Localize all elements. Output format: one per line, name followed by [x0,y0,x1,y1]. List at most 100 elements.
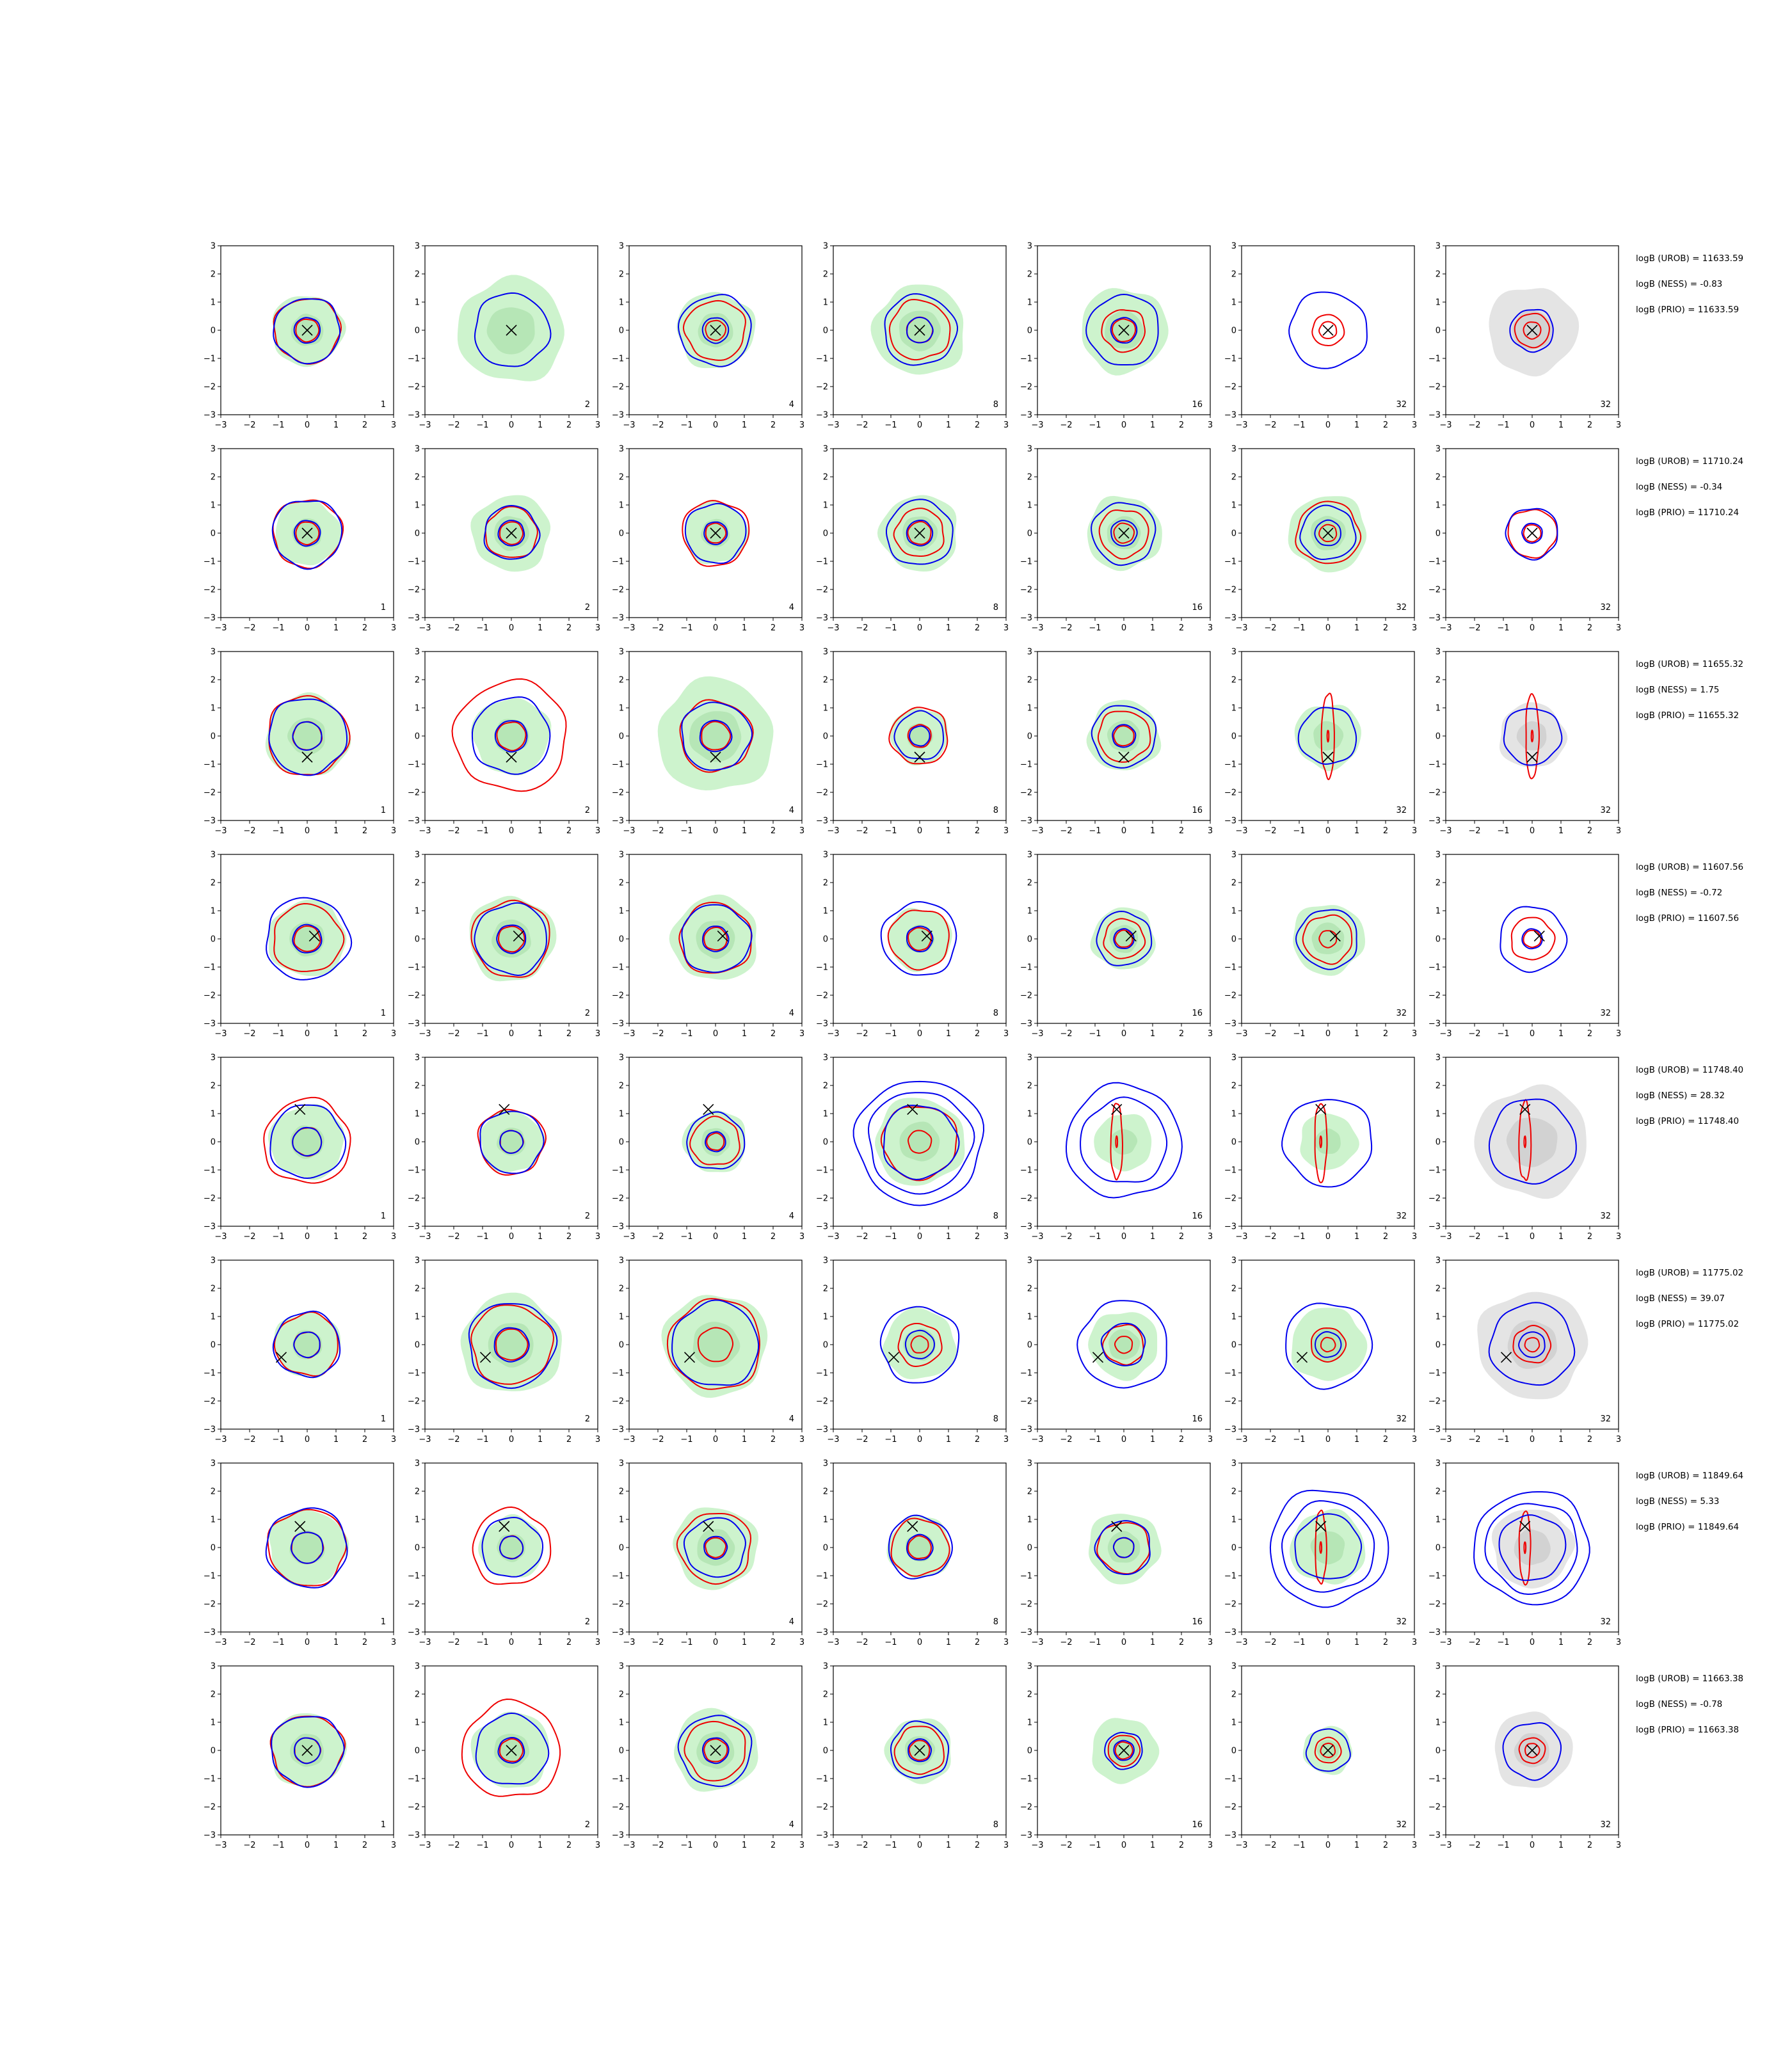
x-tick-label: 0 [1530,1841,1535,1850]
true-value-marker [499,1103,510,1115]
x-tick-label: 1 [742,1029,747,1039]
logb-urob-text: logB (UROB) = 11607.56 [1636,862,1743,872]
y-tick-label: 3 [1231,445,1236,454]
y-tick-label: −3 [408,1020,420,1029]
y-tick-label: 1 [1436,1313,1441,1322]
x-tick-label: 2 [771,1232,776,1242]
x-tick-label: −2 [856,1638,868,1647]
panel-step-label: 8 [993,603,998,612]
y-tick-label: 1 [1027,907,1032,916]
x-tick-label: 0 [713,1841,718,1850]
x-tick-label: 3 [799,1638,804,1647]
panel-r6-c1: −3 −2 −1 0 1 2 3 −3 −2 −1 0 1 2 3 1 [204,1256,396,1445]
y-tick-label: −2 [204,1803,216,1812]
x-tick-label: 1 [333,1029,339,1039]
y-tick-label: 0 [1436,732,1441,742]
y-tick-label: 0 [1027,1747,1032,1756]
x-tick-label: −2 [1060,623,1072,633]
logb-ness-text: logB (NESS) = 5.33 [1636,1496,1719,1507]
x-tick-label: −1 [476,1232,488,1242]
y-tick-label: 3 [1027,1459,1032,1469]
panel-r7-c4: −3 −2 −1 0 1 2 3 −3 −2 −1 0 1 2 3 8 [816,1459,1009,1648]
y-tick-label: −3 [816,614,828,623]
x-tick-label: 1 [742,420,747,430]
x-tick-label: −3 [1439,420,1452,430]
logb-prio-text: logB (PRIO) = 11748.40 [1636,1116,1739,1126]
panel-step-label: 16 [1192,1009,1203,1018]
y-tick-label: 3 [211,242,216,252]
logb-ness-text: logB (NESS) = -0.72 [1636,888,1722,898]
true-value-marker [684,1352,696,1363]
panel-plot-area [263,1096,351,1184]
y-tick-label: 2 [619,1284,624,1294]
y-tick-label: 2 [823,1284,828,1294]
x-tick-label: 2 [975,1435,980,1444]
y-tick-label: −3 [408,411,420,420]
true-value-marker [1118,751,1130,763]
y-tick-label: 1 [1027,1718,1032,1728]
x-tick-label: 0 [1530,1638,1535,1647]
y-tick-label: 3 [415,1053,420,1063]
y-tick-label: 2 [1027,879,1032,888]
panel-r7-c6: −3 −2 −1 0 1 2 3 −3 −2 −1 0 1 2 3 32 [1224,1459,1417,1648]
panel-plot-area [1474,1084,1587,1199]
panel-r2-c3: −3 −2 −1 0 1 2 3 −3 −2 −1 0 1 2 3 4 [612,445,804,634]
panel-plot-area [477,1103,547,1176]
y-tick-label: −1 [204,355,216,364]
y-tick-label: 2 [211,1487,216,1497]
x-tick-label: −3 [419,1638,431,1647]
x-tick-label: −1 [272,1638,284,1647]
x-tick-label: 3 [1208,1029,1213,1039]
x-tick-label: −2 [652,1435,664,1444]
y-tick-label: −2 [612,788,624,798]
y-tick-label: −2 [612,991,624,1001]
blue-contour [1518,1331,1546,1358]
panel-plot-area [451,678,567,792]
y-tick-label: −1 [1428,963,1441,973]
y-tick-label: −2 [204,1194,216,1204]
blue-contour [481,1516,544,1578]
panel-r3-c2: −3 −2 −1 0 1 2 3 −3 −2 −1 0 1 2 3 2 [408,648,600,836]
panel-plot-area [1505,508,1558,561]
blue-contour [1502,1722,1562,1781]
x-tick-label: 3 [1616,1232,1621,1242]
y-tick-label: 0 [823,529,828,539]
panel-step-label: 32 [1396,603,1407,612]
x-tick-label: 2 [566,1435,572,1444]
x-tick-label: 1 [1558,1638,1564,1647]
panel-r7-c3: −3 −2 −1 0 1 2 3 −3 −2 −1 0 1 2 3 4 [612,1459,804,1648]
blue-contour [497,1737,525,1764]
y-tick-label: 3 [823,1256,828,1266]
panel-r6-c7: −3 −2 −1 0 1 2 3 −3 −2 −1 0 1 2 3 32 [1428,1256,1621,1445]
x-tick-label: 0 [509,1435,514,1444]
x-tick-label: 1 [1558,1029,1564,1039]
y-tick-label: 0 [211,1747,216,1756]
y-tick-label: 0 [415,1341,420,1350]
x-tick-label: 0 [305,1029,310,1039]
y-tick-label: −2 [1020,991,1032,1001]
y-tick-label: −3 [1224,411,1236,420]
y-tick-label: 3 [415,648,420,657]
x-tick-label: 1 [1354,1841,1359,1850]
x-tick-label: 0 [509,826,514,836]
y-tick-label: −1 [816,760,828,770]
y-tick-label: 3 [823,445,828,454]
panel-r2-c7: −3 −2 −1 0 1 2 3 −3 −2 −1 0 1 2 3 32 [1428,445,1621,634]
x-tick-label: 3 [595,1841,600,1850]
panel-step-label: 4 [789,603,794,612]
y-tick-label: −3 [204,1222,216,1232]
x-tick-label: 0 [917,826,922,836]
blue-contour [471,696,551,775]
x-tick-label: 3 [1208,420,1213,430]
y-tick-label: 1 [823,501,828,511]
x-tick-label: −3 [827,1029,839,1039]
red-contour [1113,522,1135,544]
panel-step-label: 1 [381,1009,386,1018]
blue-contour [1100,1322,1146,1366]
x-tick-label: 3 [1004,1029,1009,1039]
y-tick-label: 0 [823,935,828,945]
panel-r8-c5: −3 −2 −1 0 1 2 3 −3 −2 −1 0 1 2 3 16 [1020,1662,1213,1851]
blue-contour [273,298,341,365]
y-tick-label: 2 [823,1082,828,1091]
y-tick-label: 2 [1436,1690,1441,1700]
